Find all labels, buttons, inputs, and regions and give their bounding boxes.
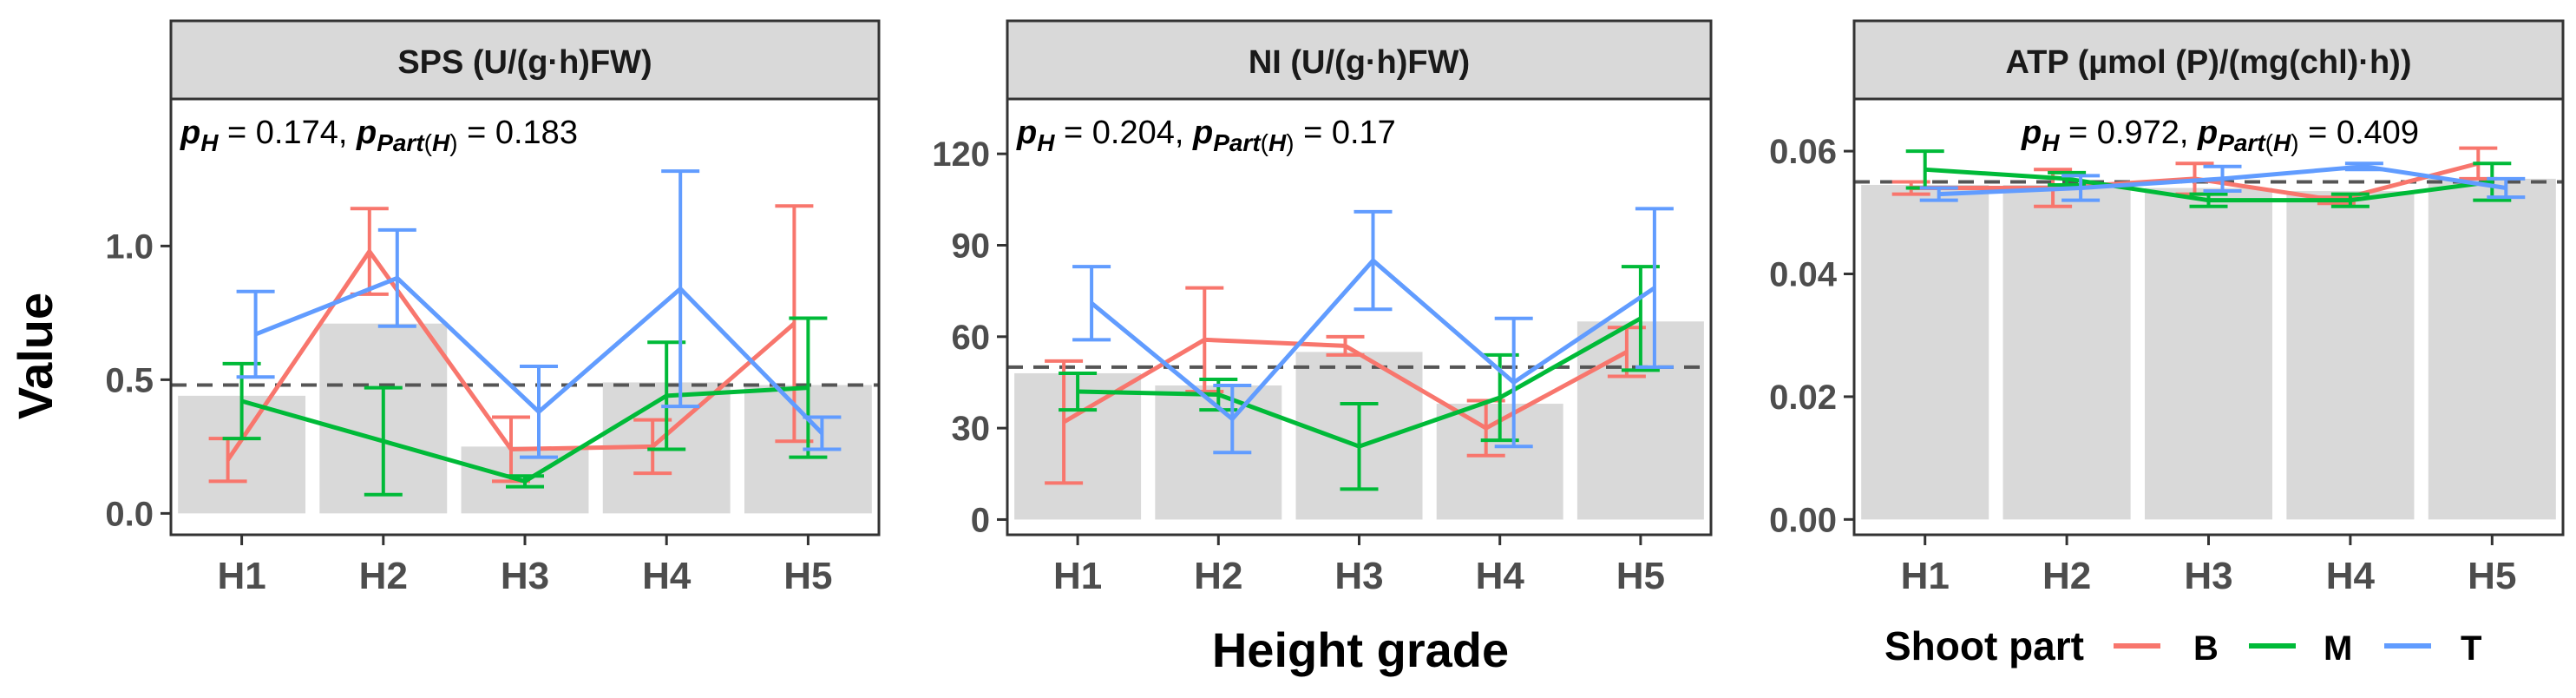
p-value-part: ( (424, 129, 433, 156)
bar-h1 (1861, 184, 1989, 520)
x-tick-label: H1 (217, 555, 265, 597)
series-line-b (226, 249, 796, 462)
p-value-part: ( (2265, 129, 2274, 156)
y-tick-label: 1.0 (105, 227, 154, 266)
p-value-part: = 0.409 (2299, 115, 2419, 151)
y-axis-label: Value (8, 293, 62, 419)
x-tick-label: H1 (1053, 555, 1102, 597)
series-line-t (1938, 164, 2507, 197)
series-line-b (1062, 337, 1629, 431)
x-tick-label: H2 (359, 555, 408, 597)
legend: Shoot part B M T (1884, 623, 2481, 668)
p-value-part: ) (2291, 129, 2298, 156)
x-tick-label: H4 (1476, 555, 1525, 597)
x-axis-label: Height grade (1212, 622, 1509, 677)
p-value-part: ) (449, 129, 457, 156)
p-value-part: p (356, 115, 377, 151)
p-value-part: H (2273, 129, 2291, 156)
y-tick-label: 90 (952, 227, 991, 266)
p-value-annotation: pH = 0.972, pPart(H) = 0.409 (2021, 115, 2419, 156)
p-value-annotation: pH = 0.204, pPart(H) = 0.17 (1016, 115, 1396, 156)
p-value-part: H (432, 129, 450, 156)
x-tick-label: H5 (1616, 555, 1665, 597)
y-tick-label: 0.0 (105, 495, 154, 533)
series-t (1072, 207, 1674, 455)
x-tick-label: H5 (783, 555, 832, 597)
legend-label-t: T (2461, 629, 2481, 668)
p-value-part: = 0.204, (1054, 115, 1193, 151)
y-tick-label: 0.00 (1769, 501, 1837, 539)
y-tick-label: 0.5 (105, 361, 154, 399)
p-value-part: p (1016, 115, 1037, 151)
y-tick-label: 60 (952, 319, 991, 357)
errorbar-t-h5 (1635, 207, 1674, 369)
x-tick-label: H2 (1194, 555, 1242, 597)
panel-strip (1006, 19, 1713, 101)
legend-label-m: M (2324, 629, 2352, 668)
y-tick-label: 0.06 (1769, 133, 1837, 171)
x-tick-label: H2 (2042, 555, 2091, 597)
p-value-part: H (200, 129, 219, 156)
y-tick-label: 0 (971, 501, 990, 539)
x-tick-label: H4 (642, 555, 692, 597)
p-value-part: p (180, 115, 200, 151)
panel-1: SPS (U/(g·h)FW)pH = 0.174, pPart(H) = 0.… (105, 19, 881, 597)
y-tick-label: 0.02 (1769, 379, 1837, 417)
series-line-m (240, 385, 809, 484)
p-value-annotation: pH = 0.174, pPart(H) = 0.183 (180, 115, 578, 156)
series-line-m (1078, 316, 1642, 449)
p-value-part: p (2197, 115, 2218, 151)
x-tick-label: H3 (501, 555, 549, 597)
p-value-part: Part (377, 129, 425, 156)
legend-title: Shoot part (1884, 623, 2084, 668)
panel-title: NI (U/(g·h)FW) (1249, 44, 1470, 81)
bar-h2 (2002, 184, 2131, 520)
series-line-m (1924, 167, 2493, 203)
bar-h4 (2286, 191, 2415, 520)
series-m (222, 316, 828, 497)
legend-label-b: B (2193, 629, 2219, 668)
x-tick-label: H1 (1901, 555, 1950, 597)
series-line-t (1090, 258, 1656, 422)
panel-strip (1852, 19, 2565, 101)
bar-h3 (2144, 188, 2273, 520)
y-tick-label: 30 (952, 410, 991, 448)
x-tick-label: H5 (2468, 555, 2516, 597)
panel-2: NI (U/(g·h)FW)pH = 0.204, pPart(H) = 0.1… (932, 19, 1713, 597)
series-t (236, 169, 842, 459)
series-line-t (254, 275, 824, 435)
p-value-part: = 0.183 (458, 115, 578, 151)
p-value-part: H (1037, 129, 1055, 156)
panel-3: ATP (µmol (P)/(mg(chl)·h))pH = 0.972, pP… (1769, 19, 2565, 597)
y-tick-label: 0.04 (1769, 256, 1838, 294)
p-value-part: = 0.174, (218, 115, 357, 151)
p-value-part: p (2021, 115, 2042, 151)
y-tick-label: 120 (932, 135, 990, 174)
x-tick-label: H3 (2184, 555, 2232, 597)
p-value-part: Part (2218, 129, 2266, 156)
p-value-part: H (2042, 129, 2060, 156)
p-value-part: ) (1286, 129, 1294, 156)
x-tick-label: H3 (1334, 555, 1383, 597)
p-value-part: Part (1213, 129, 1262, 156)
p-value-part: = 0.17 (1295, 115, 1396, 151)
panel-strip (169, 19, 881, 101)
bar-h5 (2428, 178, 2556, 520)
p-value-part: p (1192, 115, 1213, 151)
panel-title: SPS (U/(g·h)FW) (397, 44, 652, 81)
p-value-part: = 0.972, (2059, 115, 2198, 151)
p-value-part: ( (1261, 129, 1269, 156)
panel-title: ATP (µmol (P)/(mg(chl)·h)) (2006, 44, 2412, 81)
series-t (1919, 161, 2526, 202)
p-value-part: H (1268, 129, 1287, 156)
x-tick-label: H4 (2326, 555, 2376, 597)
